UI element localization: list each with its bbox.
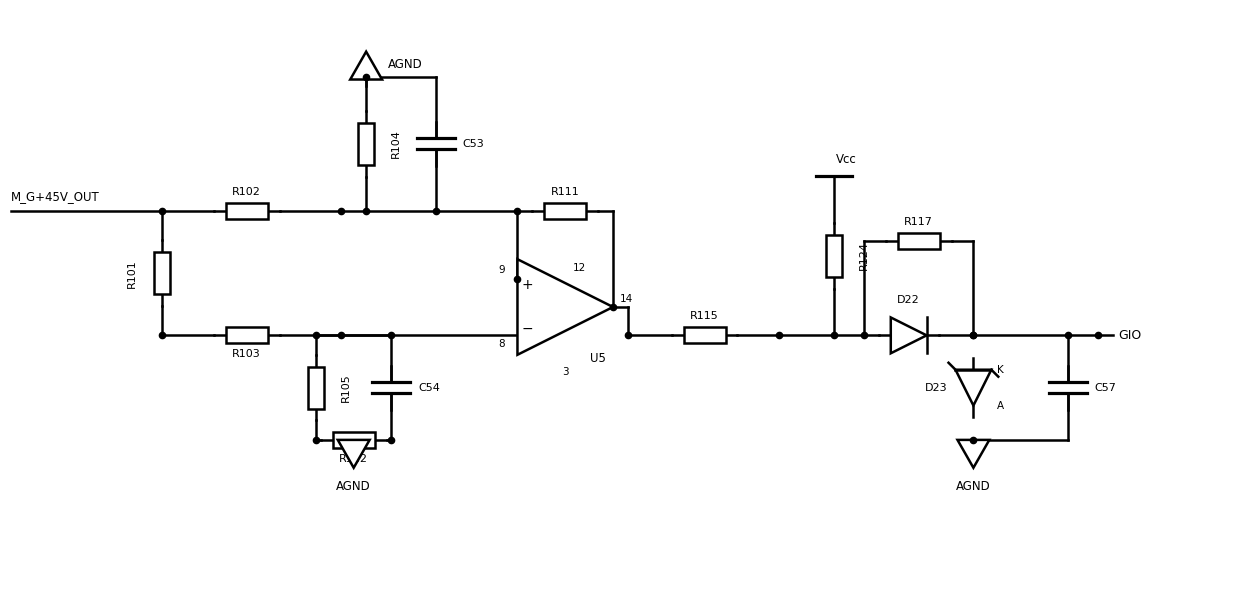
Text: D22: D22	[898, 296, 920, 306]
Bar	[226, 203, 268, 219]
Text: AGND: AGND	[388, 58, 423, 71]
Polygon shape	[350, 52, 382, 79]
Polygon shape	[517, 259, 613, 355]
Text: R111: R111	[551, 187, 579, 197]
Text: GIO: GIO	[1117, 329, 1141, 342]
Text: R115: R115	[691, 312, 719, 321]
Text: 9: 9	[498, 265, 505, 274]
Text: 12: 12	[573, 263, 587, 273]
Polygon shape	[957, 440, 990, 468]
Text: A: A	[997, 401, 1004, 411]
Text: R103: R103	[232, 349, 262, 359]
Text: AGND: AGND	[956, 480, 991, 492]
Text: 3: 3	[562, 367, 569, 377]
Polygon shape	[337, 440, 370, 468]
Text: R124: R124	[859, 241, 869, 270]
Text: U5: U5	[590, 352, 606, 365]
Text: AGND: AGND	[336, 480, 371, 492]
Bar	[544, 203, 587, 219]
Text: Vcc: Vcc	[836, 153, 857, 166]
Text: C54: C54	[418, 382, 440, 393]
Text: R101: R101	[128, 259, 138, 288]
Bar	[332, 432, 374, 448]
Bar	[826, 235, 842, 277]
Bar	[898, 233, 940, 249]
Polygon shape	[956, 370, 991, 406]
Bar	[154, 252, 170, 294]
Polygon shape	[890, 318, 926, 353]
Text: R117: R117	[904, 217, 932, 227]
Text: M_G+45V_OUT: M_G+45V_OUT	[11, 190, 99, 203]
Bar	[358, 123, 374, 164]
Text: R104: R104	[391, 130, 401, 158]
Text: +: +	[522, 279, 533, 293]
Text: −: −	[522, 321, 533, 335]
Bar	[226, 327, 268, 343]
Text: C53: C53	[463, 139, 485, 148]
Bar	[309, 367, 325, 409]
Text: R102: R102	[232, 187, 262, 197]
Text: R122: R122	[340, 454, 368, 464]
Text: 14: 14	[620, 294, 634, 304]
Text: 8: 8	[498, 339, 505, 349]
Text: K: K	[997, 365, 1004, 375]
Text: D23: D23	[925, 382, 947, 393]
Text: R105: R105	[341, 373, 351, 402]
Bar	[683, 327, 725, 343]
Text: C57: C57	[1095, 382, 1117, 393]
